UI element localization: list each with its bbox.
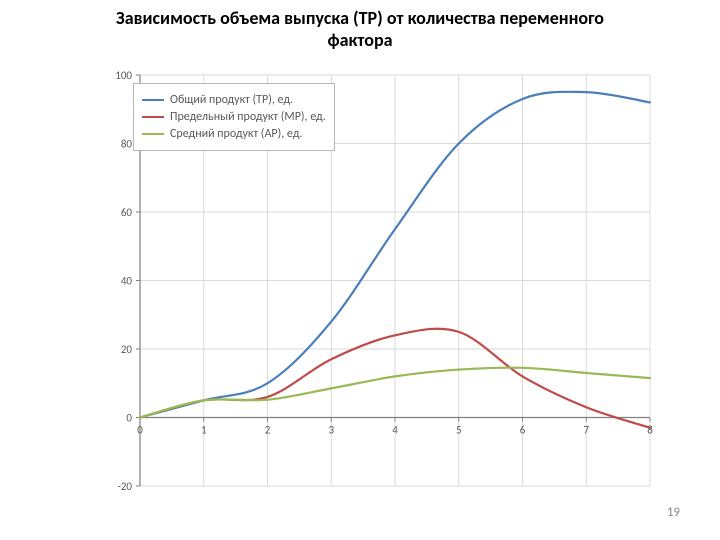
- svg-text:-20: -20: [117, 480, 132, 493]
- svg-text:1: 1: [201, 424, 207, 437]
- svg-text:20: 20: [121, 343, 133, 356]
- legend-item: Средний продукт (AP), ед.: [142, 127, 326, 141]
- svg-text:80: 80: [121, 138, 133, 151]
- legend-item: Общий продукт (TP), ед.: [142, 93, 326, 107]
- svg-text:0: 0: [126, 412, 132, 425]
- svg-text:8: 8: [647, 424, 653, 437]
- svg-text:0: 0: [137, 424, 143, 437]
- svg-text:4: 4: [392, 424, 398, 437]
- legend-label: Средний продукт (AP), ед.: [170, 127, 302, 141]
- page-number: 19: [667, 505, 680, 520]
- legend-swatch: [142, 133, 164, 135]
- legend: Общий продукт (TP), ед. Предельный продук…: [133, 83, 335, 151]
- svg-text:6: 6: [520, 424, 526, 437]
- svg-text:5: 5: [456, 424, 462, 437]
- legend-label: Общий продукт (TP), ед.: [170, 93, 293, 107]
- legend-swatch: [142, 99, 164, 101]
- svg-text:60: 60: [121, 206, 133, 219]
- legend-item: Предельный продукт (MP), ед.: [142, 110, 326, 124]
- title-line1: Зависимость объема выпуска (TP) от колич…: [116, 7, 604, 29]
- svg-text:7: 7: [583, 424, 589, 437]
- svg-text:3: 3: [328, 424, 334, 437]
- title-line2: фактора: [327, 29, 392, 51]
- svg-text:100: 100: [115, 70, 132, 82]
- legend-label: Предельный продукт (MP), ед.: [170, 110, 326, 124]
- svg-text:40: 40: [121, 275, 133, 288]
- svg-text:2: 2: [265, 424, 271, 437]
- chart-title: Зависимость объема выпуска (TP) от колич…: [0, 8, 720, 51]
- legend-swatch: [142, 116, 164, 118]
